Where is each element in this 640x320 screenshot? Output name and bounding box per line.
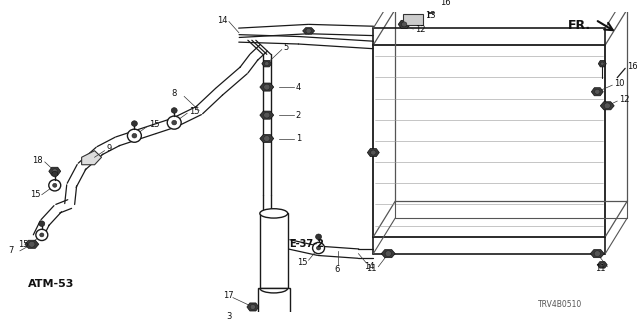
Text: 15: 15 [149,120,160,129]
Circle shape [49,180,61,191]
Polygon shape [260,111,274,119]
Text: 9: 9 [106,144,112,153]
Text: 8: 8 [172,89,177,98]
Circle shape [595,89,600,94]
Circle shape [385,251,392,257]
Polygon shape [260,134,274,143]
Polygon shape [590,250,604,258]
Circle shape [306,28,311,34]
Polygon shape [303,28,315,34]
Text: ATM-53: ATM-53 [28,279,74,289]
Circle shape [312,243,324,254]
Circle shape [316,246,321,250]
Circle shape [40,233,44,237]
Polygon shape [398,20,410,28]
Text: 14: 14 [364,262,375,271]
Polygon shape [247,303,259,311]
Ellipse shape [260,209,288,218]
Polygon shape [591,88,604,96]
Text: 12: 12 [415,25,426,34]
Circle shape [36,229,48,241]
Text: 13: 13 [425,11,436,20]
Polygon shape [49,167,61,175]
Text: 1: 1 [296,134,301,143]
Text: 6: 6 [335,265,340,274]
Text: E-37-2: E-37-2 [289,239,324,249]
Text: 7: 7 [8,246,13,255]
Circle shape [401,22,407,27]
Circle shape [52,183,57,187]
Circle shape [52,169,58,174]
Text: 4: 4 [296,83,301,92]
Circle shape [371,150,376,155]
Text: 5: 5 [284,43,289,52]
Text: 15: 15 [297,259,307,268]
Polygon shape [82,151,102,165]
Text: 3: 3 [226,312,231,320]
Text: 15: 15 [30,190,40,199]
Text: TRV4B0510: TRV4B0510 [538,300,582,309]
Text: FR.: FR. [568,19,591,32]
Text: 16: 16 [627,62,638,71]
Circle shape [29,241,35,247]
Polygon shape [260,83,274,91]
Circle shape [316,234,321,240]
Polygon shape [598,60,606,67]
Polygon shape [403,14,423,25]
Polygon shape [427,7,435,13]
Circle shape [264,61,269,66]
Polygon shape [262,60,272,67]
Text: 17: 17 [223,291,234,300]
Polygon shape [597,262,607,268]
Text: 2: 2 [296,111,301,120]
Circle shape [52,171,58,177]
Polygon shape [25,240,39,248]
Text: 11: 11 [595,264,606,273]
Circle shape [127,129,141,142]
Circle shape [600,263,605,267]
Polygon shape [381,250,396,258]
Circle shape [594,251,600,257]
Circle shape [264,112,270,118]
Circle shape [39,221,45,227]
Text: 18: 18 [32,156,42,164]
Polygon shape [600,102,614,110]
Text: 16: 16 [440,0,451,7]
Circle shape [132,133,137,138]
Text: 12: 12 [620,95,630,104]
Polygon shape [367,148,380,156]
Polygon shape [260,213,288,288]
Text: 14: 14 [217,16,228,25]
Circle shape [264,136,270,141]
Text: 10: 10 [614,79,625,88]
Text: 15: 15 [18,240,28,249]
Circle shape [172,108,177,113]
Text: 15: 15 [189,107,200,116]
Circle shape [604,103,611,109]
Polygon shape [258,288,290,320]
Text: 11: 11 [366,264,377,273]
Circle shape [167,116,181,129]
Circle shape [429,9,433,12]
Circle shape [131,121,138,126]
Circle shape [172,120,177,125]
Circle shape [600,62,604,65]
Circle shape [250,304,255,309]
Circle shape [264,84,270,90]
